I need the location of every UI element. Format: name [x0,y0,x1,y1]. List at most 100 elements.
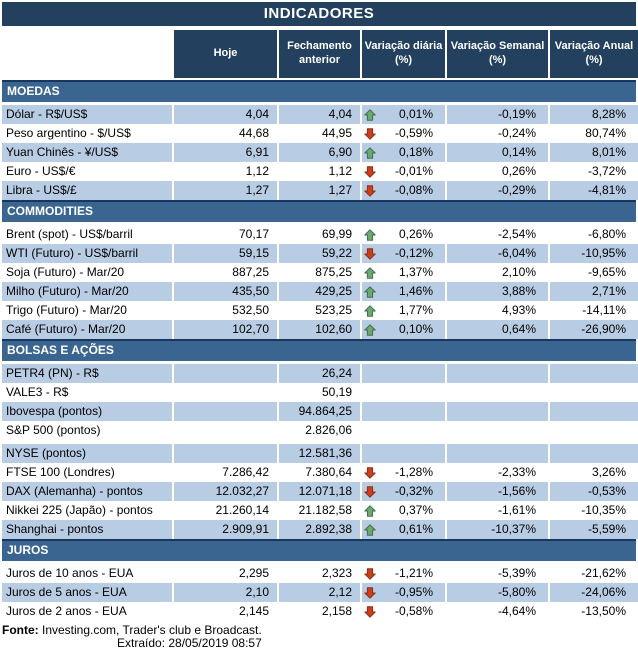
cell-fechamento: 12.071,18 [279,482,360,501]
cell-var-anual: -6,80% [550,225,638,244]
cell-var-semanal: -0,19% [447,105,548,124]
cell-var-diaria-value: -0,59% [394,126,433,140]
cell-fechamento: 2.892,38 [279,520,360,539]
up-arrow-icon [362,323,382,336]
cell-var-diaria: 0,10% [362,320,445,339]
cell-label: DAX (Alemanha) - pontos [2,482,172,501]
cell-label: Peso argentino - $/US$ [2,124,172,143]
cell-var-diaria: 0,01% [362,105,445,124]
cell-var-diaria [362,383,445,402]
footer-extracted: Extraído: 28/05/2019 08:57 [117,636,262,650]
cell-label: S&P 500 (pontos) [2,421,172,440]
cell-label: NYSE (pontos) [2,444,172,463]
cell-fechamento: 875,25 [279,263,360,282]
column-header-3: Variação diária (%) [362,30,445,78]
up-arrow-icon [362,523,382,536]
cell-label: Nikkei 225 (Japão) - pontos [2,501,172,520]
cell-label: Yuan Chinês - ¥/US$ [2,143,172,162]
cell-var-diaria: -0,59% [362,124,445,143]
table-row: Milho (Futuro) - Mar/20 435,50 429,25 1,46%… [2,282,638,301]
table-row: Peso argentino - $/US$ 44,68 44,95 -0,59% -0… [2,124,638,143]
cell-var-anual: -10,95% [550,244,638,263]
cell-label: VALE3 - R$ [2,383,172,402]
cell-label: Juros de 5 anos - EUA [2,583,172,602]
up-arrow-icon [362,285,382,298]
table-row: Soja (Futuro) - Mar/20 887,25 875,25 1,37% 2… [2,263,638,282]
cell-var-anual: 80,74% [550,124,638,143]
cell-var-anual: 2,71% [550,282,638,301]
cell-label: Libra - US$/£ [2,181,172,200]
cell-label: PETR4 (PN) - R$ [2,364,172,383]
cell-hoje: 2.909,91 [174,520,277,539]
cell-fechamento: 69,99 [279,225,360,244]
cell-var-diaria-value: -0,08% [394,183,433,197]
cell-var-semanal: -6,04% [447,244,548,263]
cell-fechamento: 2,158 [279,602,360,621]
table-row: Brent (spot) - US$/barril 70,17 69,99 0,26%… [2,225,638,244]
table-row: Dólar - R$/US$ 4,04 4,04 0,01% -0,19% 8,28% [2,105,638,124]
cell-var-diaria-value: -0,01% [394,164,433,178]
cell-var-anual: 8,28% [550,105,638,124]
down-arrow-icon [362,466,382,479]
up-arrow-icon [362,504,382,517]
cell-hoje: 102,70 [174,320,277,339]
header-spacer [2,30,172,78]
cell-var-anual: -21,62% [550,564,638,583]
cell-hoje: 70,17 [174,225,277,244]
section-header-0: MOEDAS [2,80,636,102]
cell-label: Ibovespa (pontos) [2,402,172,421]
cell-hoje [174,444,277,463]
table-row: S&P 500 (pontos) 2.826,06 [2,421,638,440]
section-header-1: COMMODITIES [2,200,636,222]
cell-var-anual: -14,11% [550,301,638,320]
cell-var-diaria-value: -1,28% [394,465,433,479]
down-arrow-icon [362,605,382,618]
column-header-4: Variação Semanal (%) [447,30,548,78]
cell-hoje: 1,12 [174,162,277,181]
cell-label: Shanghai - pontos [2,520,172,539]
cell-var-semanal [447,444,548,463]
cell-var-anual: -4,81% [550,181,638,200]
cell-var-diaria: 0,26% [362,225,445,244]
cell-fechamento: 429,25 [279,282,360,301]
cell-hoje: 59,15 [174,244,277,263]
cell-hoje: 44,68 [174,124,277,143]
cell-fechamento: 2,12 [279,583,360,602]
cell-label: WTI (Futuro) - US$/barril [2,244,172,263]
cell-hoje [174,383,277,402]
cell-var-diaria: 0,37% [362,501,445,520]
cell-fechamento: 523,25 [279,301,360,320]
cell-fechamento: 94.864,25 [279,402,360,421]
cell-fechamento: 7.380,64 [279,463,360,482]
cell-var-diaria-value: -1,21% [394,566,433,580]
down-arrow-icon [362,485,382,498]
cell-hoje: 2,10 [174,583,277,602]
cell-label: Dólar - R$/US$ [2,105,172,124]
cell-var-diaria [362,402,445,421]
cell-label: FTSE 100 (Londres) [2,463,172,482]
cell-var-diaria: -0,01% [362,162,445,181]
cell-var-anual: -26,90% [550,320,638,339]
cell-hoje [174,421,277,440]
cell-fechamento: 1,27 [279,181,360,200]
section-header-3: JUROS [2,539,636,561]
up-arrow-icon [362,108,382,121]
cell-var-anual: -10,35% [550,501,638,520]
footer-source: Fonte: Investing.com, Trader's club e Br… [2,624,636,637]
cell-var-semanal: 3,88% [447,282,548,301]
cell-var-diaria: -0,32% [362,482,445,501]
cell-var-diaria-value: 0,18% [398,145,433,159]
cell-hoje: 2,295 [174,564,277,583]
down-arrow-icon [362,586,382,599]
cell-fechamento: 26,24 [279,364,360,383]
cell-hoje: 887,25 [174,263,277,282]
cell-label: Trigo (Futuro) - Mar/20 [2,301,172,320]
cell-var-diaria: -0,08% [362,181,445,200]
cell-fechamento: 21.182,58 [279,501,360,520]
cell-label: Brent (spot) - US$/barril [2,225,172,244]
cell-var-semanal: 0,64% [447,320,548,339]
cell-var-anual: 3,26% [550,463,638,482]
cell-var-anual [550,383,638,402]
cell-label: Juros de 2 anos - EUA [2,602,172,621]
cell-hoje [174,402,277,421]
